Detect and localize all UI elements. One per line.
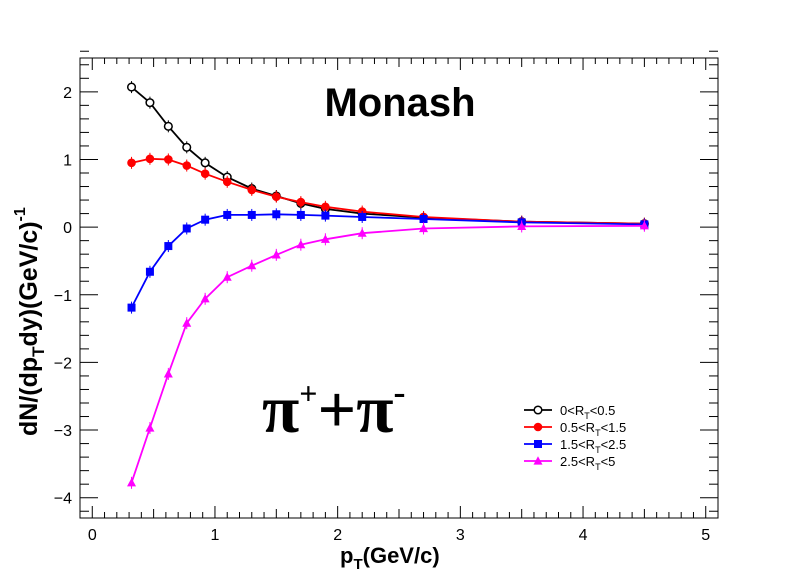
data-point [223,210,232,219]
data-point [320,234,330,243]
y-tick-label: 2 [63,85,72,102]
data-point [182,142,192,152]
data-point [182,318,192,327]
axes: 0 1 2 3 4 5 −4 −3 −2 −1 0 1 2 [54,50,719,544]
data-point [127,478,137,487]
x-tick-label: 4 [579,527,588,544]
legend-entry-2: 0.5<RT<1.5 [524,420,626,438]
data-point [296,197,306,207]
data-point [127,303,136,312]
legend-marker [533,405,543,415]
y-axis-title-sub: T [29,346,48,357]
legend-label: 2.5<RT<5 [560,454,615,472]
data-point [145,267,154,276]
particle-pi-2: π [356,371,393,447]
legend-label: 0.5<RT<1.5 [560,420,626,438]
legend-marker [533,456,543,465]
particle-pi-1: π [262,371,299,447]
legend-entry-4: 2.5<RT<5 [524,454,615,472]
y-tick-label: −4 [54,491,72,508]
data-point [126,82,137,92]
y-axis-title-p2: dy)(GeV/c) [15,221,43,346]
data-point [517,221,527,231]
data-point [200,169,210,178]
data-point [145,154,155,164]
legend-label: 0<RT<0.5 [560,403,615,421]
particle-plus: + [318,371,357,447]
data-point [200,294,210,303]
data-point [639,220,649,230]
legend-entry-1: 0<RT<0.5 [524,403,615,421]
data-point [247,260,257,270]
legend-marker [533,422,543,432]
data-point [145,423,155,432]
chart-title: Monash [324,81,475,125]
x-axis-title-rest: (GeV/c) [363,543,440,568]
series-line [130,213,645,309]
data-point [163,121,173,131]
data-point [271,250,281,259]
data-point [419,215,428,223]
data-point [164,155,173,164]
data-point [357,228,367,237]
y-axis-title: dN/(dpTdy)(GeV/c)-1 [12,207,48,436]
legend-marker [534,440,542,448]
x-tick-label: 5 [701,527,710,544]
data-point [296,239,306,249]
data-point [321,202,330,212]
data-point [272,192,281,201]
legend: 0<RT<0.50.5<RT<1.51.5<RT<2.52.5<RT<5 [524,403,626,472]
x-tick-label: 2 [333,527,342,544]
data-point [358,212,367,221]
data-point [164,242,173,251]
y-tick-label: −3 [54,423,72,440]
data-point [201,215,210,224]
data-point [182,161,192,170]
y-axis-title-sup: -1 [12,207,29,221]
particle-sup-plus: + [299,375,317,411]
data-point [247,185,257,195]
series-line [130,224,645,484]
data-point [321,211,330,220]
x-tick-label: 1 [211,527,220,544]
y-tick-label: 1 [63,152,72,169]
data-point [163,369,173,378]
data-point [222,177,232,187]
data-point [296,210,305,219]
series-4 [127,219,649,489]
data-point [247,210,256,219]
y-tick-label: 0 [63,220,72,237]
x-axis-title: pT(GeV/c) [340,543,440,573]
data-point [127,158,136,168]
x-tick-label: 3 [456,527,465,544]
data-point [222,272,232,281]
series-layer [126,81,649,489]
y-axis-title-p1: dN/(dp [15,357,43,436]
data-point [272,210,281,219]
legend-label: 1.5<RT<2.5 [560,437,626,455]
particle-sup-minus: - [394,372,406,412]
data-point [419,223,429,233]
legend-entry-3: 1.5<RT<2.5 [524,437,626,455]
data-point [145,98,155,108]
y-tick-label: −2 [54,355,72,372]
data-point [182,224,191,233]
series-line [131,157,645,225]
y-tick-label: −1 [54,288,72,305]
x-tick-label: 0 [88,527,97,544]
x-axis-title-main: p [340,543,353,568]
x-axis-title-sub: T [353,556,362,573]
particle-label: π++π- [262,371,406,447]
data-point [200,158,210,168]
